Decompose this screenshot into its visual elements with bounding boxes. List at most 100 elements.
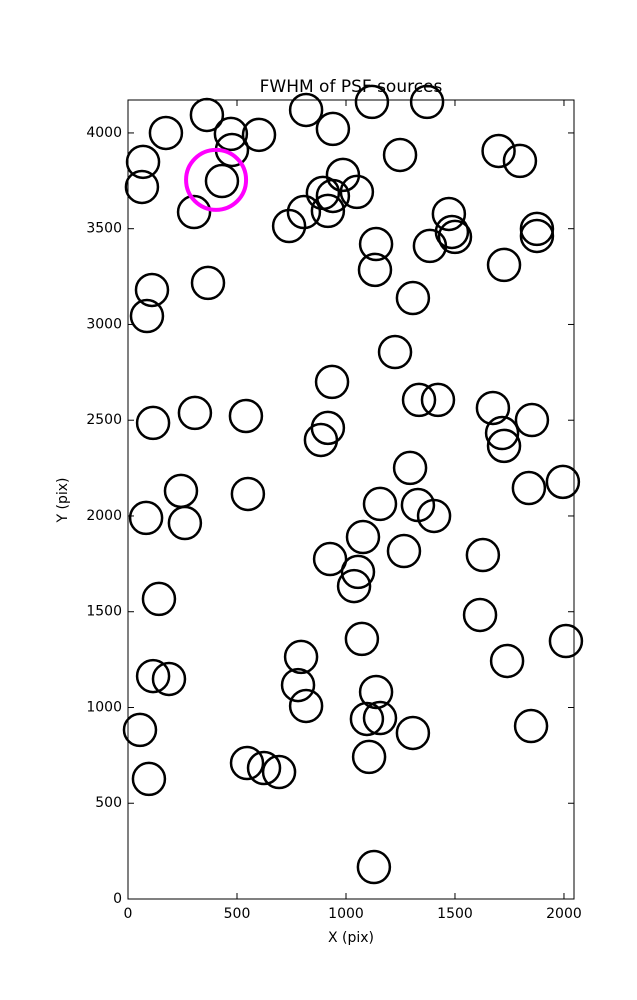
marker (230, 476, 266, 512)
marker (481, 133, 516, 169)
y-tick-label: 2500 (86, 412, 122, 428)
chart-title: FWHM of PSF sources (260, 77, 443, 97)
marker (213, 116, 249, 152)
marker (190, 265, 226, 301)
marker (314, 364, 350, 400)
marker (356, 849, 392, 885)
marker (131, 761, 167, 797)
marker (357, 252, 393, 288)
y-tick-label: 2000 (86, 508, 122, 524)
marker (163, 473, 199, 509)
marker (135, 658, 171, 694)
marker (312, 541, 348, 577)
x-tick-label: 0 (124, 906, 133, 922)
marker (128, 500, 164, 536)
marker (288, 92, 324, 128)
marker (401, 382, 437, 418)
highlight-marker (184, 147, 249, 212)
marker (351, 739, 387, 775)
marker (135, 405, 171, 441)
marker (545, 464, 581, 500)
x-tick-label: 2000 (546, 906, 582, 922)
marker (416, 498, 452, 534)
marker (489, 643, 525, 679)
marker (519, 218, 555, 254)
marker (420, 382, 456, 418)
marker (358, 674, 394, 710)
marker (129, 298, 165, 334)
x-tick-label: 1000 (328, 906, 364, 922)
marker (344, 621, 380, 657)
marker (382, 137, 418, 173)
marker (502, 143, 538, 179)
marker (177, 395, 213, 431)
marker (409, 84, 445, 120)
x-tick-label: 500 (224, 906, 251, 922)
marker (514, 402, 550, 438)
marker (167, 505, 203, 541)
y-tick-label: 0 (113, 891, 122, 907)
marker (484, 415, 520, 451)
marker (141, 581, 177, 617)
marker (189, 97, 225, 133)
marker (280, 667, 316, 703)
marker (176, 194, 212, 230)
marker (437, 219, 473, 255)
marker (271, 208, 307, 244)
marker (305, 175, 341, 211)
marker (386, 533, 422, 569)
marker (486, 247, 522, 283)
marker (486, 428, 522, 464)
marker (377, 334, 413, 370)
x-axis-label: X (pix) (328, 930, 374, 946)
marker (261, 754, 297, 790)
marker (465, 537, 501, 573)
marker (288, 688, 324, 724)
x-tick-label: 1500 (437, 906, 473, 922)
marker (340, 554, 376, 590)
marker (462, 597, 498, 633)
marker (395, 715, 431, 751)
marker (349, 701, 385, 737)
marker (358, 226, 394, 262)
marker (395, 280, 431, 316)
y-tick-label: 3000 (86, 316, 122, 332)
marker (354, 84, 390, 120)
marker (519, 211, 555, 247)
marker (310, 193, 346, 229)
marker (125, 144, 161, 180)
marker (241, 117, 277, 153)
marker (362, 700, 398, 736)
marker (151, 661, 187, 697)
marker (548, 623, 584, 659)
marker (303, 422, 339, 458)
marker (513, 708, 549, 744)
marker (345, 519, 381, 555)
y-tick-label: 3500 (86, 221, 122, 237)
marker (310, 410, 346, 446)
marker (124, 169, 160, 205)
marker (204, 163, 240, 199)
marker (431, 196, 467, 232)
y-tick-label: 4000 (86, 125, 122, 141)
marker (412, 228, 448, 264)
marker (339, 174, 375, 210)
marker (362, 486, 398, 522)
marker (122, 712, 158, 748)
y-tick-label: 1000 (86, 699, 122, 715)
marker (336, 568, 372, 604)
marker (148, 115, 184, 151)
marker (283, 639, 319, 675)
marker (315, 178, 351, 214)
marker (315, 111, 351, 147)
y-tick-label: 500 (95, 795, 122, 811)
marker (229, 745, 265, 781)
plot-frame (127, 99, 575, 900)
marker (228, 398, 264, 434)
y-tick-label: 1500 (86, 604, 122, 620)
marker (511, 470, 547, 506)
y-axis-label: Y (pix) (55, 478, 71, 524)
marker (246, 750, 282, 786)
marker (475, 390, 511, 426)
